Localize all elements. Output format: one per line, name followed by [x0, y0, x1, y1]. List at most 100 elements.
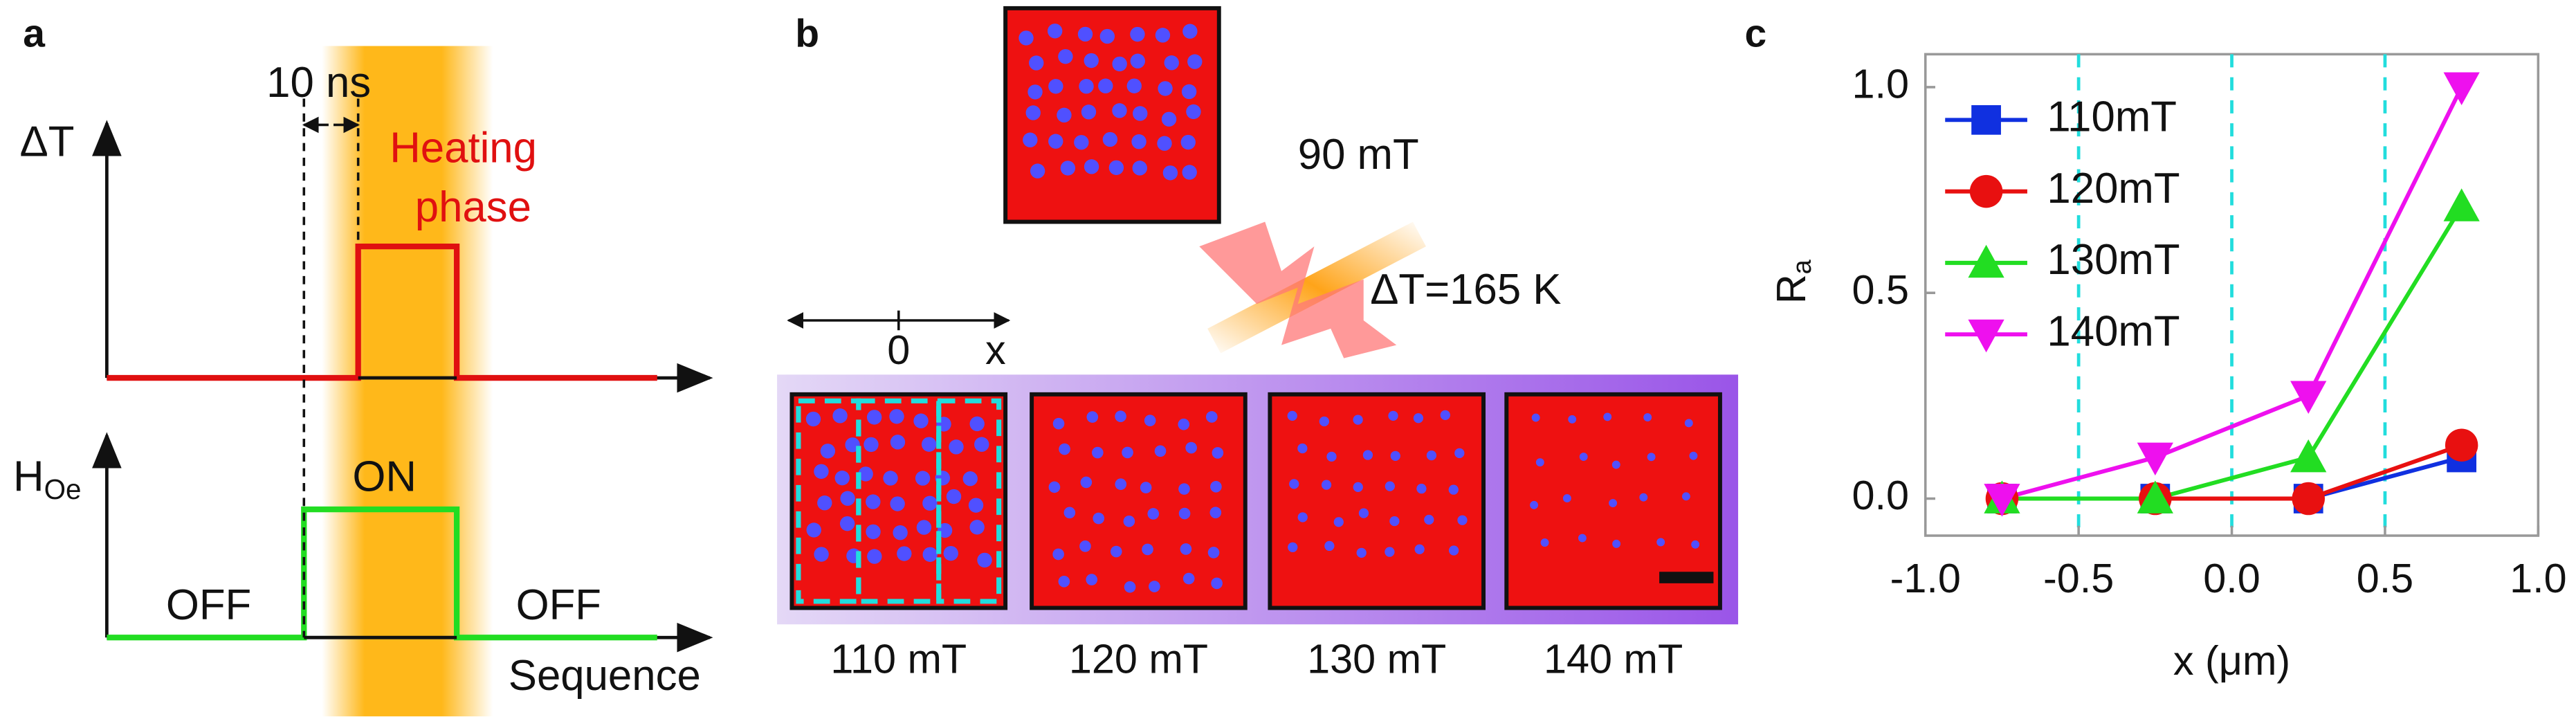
panel-label: c: [1745, 11, 1767, 55]
skyrmion: [1656, 538, 1665, 547]
skyrmion: [915, 471, 931, 486]
skyrmion: [1081, 104, 1097, 120]
skyrmion: [890, 496, 905, 511]
skyrmion: [840, 491, 855, 506]
axis-label-main: H: [13, 453, 44, 501]
skyrmion: [1186, 104, 1201, 120]
skyrmion: [1210, 480, 1222, 493]
skyrmion: [1388, 410, 1398, 421]
skyrmion: [921, 437, 937, 452]
y-axis-label-sub: a: [1788, 259, 1817, 274]
skyrmion: [1110, 545, 1122, 558]
skyrmion: [1535, 458, 1544, 467]
skyrmion: [1413, 413, 1424, 424]
skyrmion: [1122, 446, 1133, 459]
skyrmion: [1178, 418, 1190, 430]
skyrmion: [1157, 136, 1172, 151]
skyrmion: [1162, 165, 1178, 181]
skyrmion: [1297, 512, 1308, 522]
skyrmion: [1144, 415, 1156, 427]
region-box: [856, 398, 942, 604]
skyrmion: [1086, 574, 1098, 585]
field-label: 120 mT: [1069, 636, 1208, 682]
skyrmion: [1178, 507, 1191, 520]
skyrmion: [1579, 453, 1588, 461]
skyrmion: [1647, 453, 1656, 462]
skyrmion: [1324, 540, 1335, 552]
skyrmion: [1358, 508, 1369, 518]
marker: [1971, 104, 2001, 135]
skyrmion: [1385, 481, 1395, 491]
skyrmion: [1154, 445, 1167, 457]
skyrmion: [1288, 542, 1298, 552]
state-label: ON: [352, 453, 417, 501]
skyrmion: [866, 494, 881, 509]
skyrmion: [1180, 543, 1192, 555]
state-label: OFF: [166, 581, 251, 629]
marker: [2290, 439, 2327, 473]
skyrmion: [1321, 480, 1332, 490]
skyrmion: [817, 495, 832, 511]
heating-label: phase: [415, 183, 531, 231]
field-label: 130 mT: [1307, 636, 1446, 682]
skyrmion: [1178, 483, 1190, 495]
marker: [2443, 188, 2480, 221]
skyrmion: [805, 411, 821, 427]
skyrmion: [866, 524, 881, 540]
x-tick-label: 0.0: [2203, 555, 2260, 601]
series-line: [2002, 205, 2464, 501]
skyrmion: [1612, 539, 1621, 548]
skyrmion: [1023, 132, 1038, 147]
marker: [2137, 442, 2173, 476]
y-tick-label: 0.0: [1852, 472, 1908, 518]
panel-label: b: [795, 11, 819, 55]
legend-label: 110mT: [2047, 93, 2177, 141]
skyrmion: [1448, 484, 1459, 495]
field-label: 140 mT: [1544, 636, 1683, 682]
skyrmion: [1319, 416, 1329, 427]
skyrmion: [1149, 581, 1160, 592]
skyrmion-image: [1268, 392, 1486, 610]
skyrmion: [1540, 538, 1549, 547]
skyrmion: [1030, 163, 1045, 179]
skyrmion: [1124, 581, 1136, 593]
skyrmion: [1353, 415, 1363, 425]
skyrmion: [1212, 447, 1224, 459]
skyrmion: [864, 437, 879, 453]
skyrmion: [867, 549, 882, 564]
skyrmion: [897, 546, 912, 561]
marker: [2292, 482, 2325, 516]
y-axis-label-main: R: [1767, 274, 1814, 304]
skyrmion: [1099, 28, 1115, 44]
scale-bar: [1659, 572, 1714, 583]
skyrmion: [1389, 516, 1400, 527]
skyrmion: [962, 471, 978, 486]
skyrmion: [1077, 26, 1093, 42]
skyrmion: [1353, 482, 1363, 492]
skyrmion: [1080, 476, 1093, 489]
skyrmion: [1562, 494, 1571, 502]
skyrmion: [832, 408, 848, 424]
skyrmion: [1048, 24, 1063, 39]
skyrmion: [913, 413, 929, 428]
skyrmion: [1161, 111, 1177, 127]
axis-label-sub: Oe: [44, 473, 82, 505]
skyrmion: [1611, 460, 1620, 469]
skyrmion: [1052, 417, 1065, 430]
skyrmion: [1130, 26, 1145, 42]
skyrmion: [1084, 159, 1099, 174]
skyrmion: [1074, 135, 1089, 150]
skyrmion: [839, 516, 855, 531]
process-arrow: [1199, 221, 1397, 358]
skyrmion: [1187, 54, 1203, 69]
skyrmion: [922, 495, 938, 511]
heating-band: [322, 46, 493, 717]
field-label: 110 mT: [830, 636, 967, 682]
marker: [1984, 484, 2020, 517]
skyrmion: [1426, 450, 1437, 461]
skyrmion: [1048, 481, 1061, 493]
temperature-pulse: [107, 243, 657, 381]
skyrmion: [1689, 451, 1698, 460]
skyrmion: [1093, 512, 1105, 525]
skyrmion: [1123, 515, 1135, 527]
